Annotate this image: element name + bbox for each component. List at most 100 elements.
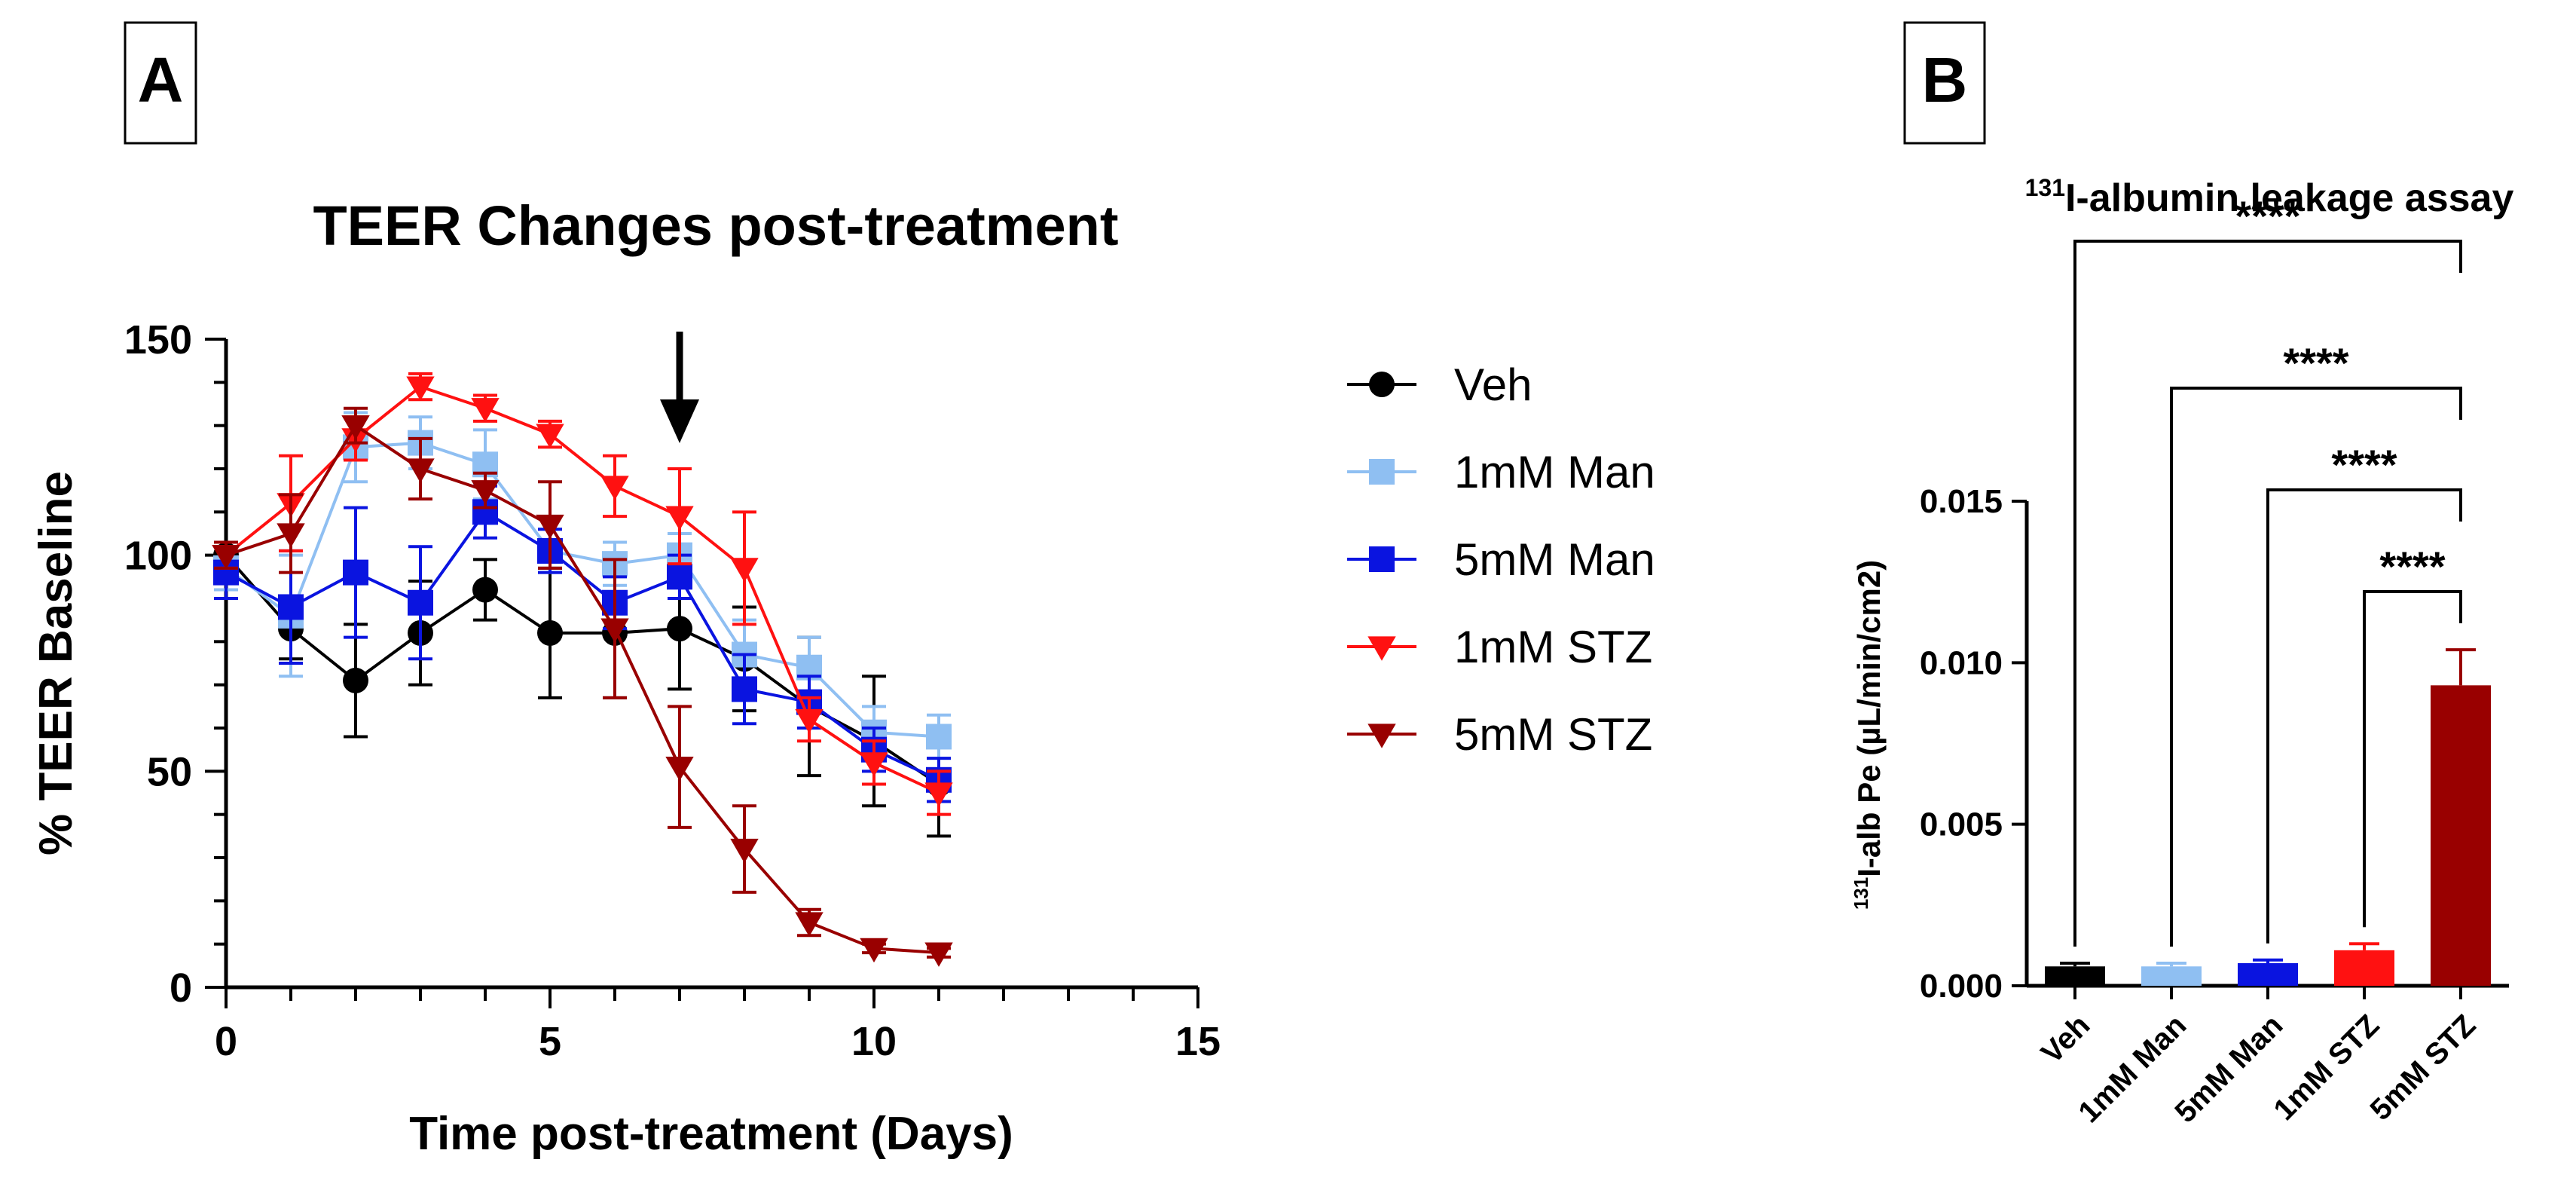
- series-stz1: [212, 372, 953, 816]
- chart-b-ylabel-rest: I-alb Pe (µL/min/cm2): [1851, 560, 1887, 877]
- data-point-stz5: [406, 458, 435, 483]
- legend-label: 5mM Man: [1454, 534, 1655, 585]
- significance-bracket: ****: [2363, 543, 2462, 928]
- legend-marker: [1369, 546, 1395, 572]
- panel-a-box: [124, 21, 197, 145]
- data-point-stz1: [795, 708, 824, 734]
- legend-label: 1mM STZ: [1454, 622, 1652, 672]
- data-point-man5: [408, 589, 433, 616]
- legend-marker: [1369, 372, 1395, 397]
- teer-line-chart: TEER Changes post-treatment % TEER Basel…: [30, 194, 1221, 1160]
- data-point-stz5: [924, 942, 953, 967]
- data-point-veh: [472, 577, 498, 603]
- data-point-stz5: [730, 838, 759, 864]
- chart-a-title: TEER Changes post-treatment: [313, 194, 1118, 257]
- series-line-stz1: [225, 384, 940, 794]
- chart-b-y-tick-label: 0.015: [1920, 483, 2003, 520]
- significance-label: ****: [2283, 339, 2348, 387]
- legend-marker: [1367, 724, 1396, 748]
- data-point-stz1: [665, 506, 694, 531]
- chart-b-significance: **** **** **** ****: [2073, 192, 2462, 947]
- data-point-stz5: [795, 912, 824, 937]
- data-point-man5: [732, 676, 757, 702]
- panel-b-box: [1903, 21, 1986, 145]
- data-point-veh: [537, 620, 563, 646]
- bracket-line: [2170, 387, 2462, 947]
- legend-item-stz1: 1mM STZ: [1347, 622, 1652, 672]
- legend-item-stz5: 5mM STZ: [1347, 709, 1652, 760]
- chart-b-ylabel-sup: 131: [1850, 877, 1872, 910]
- legend-item-veh: Veh: [1347, 359, 1532, 410]
- chart-a-x-tick-label: 10: [851, 1019, 897, 1064]
- significance-bracket: ****: [2073, 192, 2462, 947]
- data-point-stz1: [924, 782, 953, 807]
- legend-marker: [1367, 636, 1396, 661]
- bar-man5: [2238, 962, 2298, 986]
- data-point-man1: [926, 724, 952, 750]
- legend: Veh 1mM Man 5mM Man 1mM STZ 5mM STZ: [1347, 359, 1655, 760]
- data-point-stz1: [730, 558, 759, 583]
- bracket-line: [2363, 590, 2462, 928]
- data-point-stz5: [277, 523, 305, 548]
- chart-b-category-label: 1mM STZ: [2268, 1008, 2386, 1127]
- series-veh: [213, 540, 952, 838]
- significance-bracket: ****: [2266, 441, 2462, 944]
- data-point-stz5: [860, 938, 888, 963]
- data-point-stz5: [341, 415, 370, 440]
- chart-b-title: 131I-albumin leakage assay: [2025, 174, 2514, 220]
- annotation-arrow-head: [660, 399, 699, 443]
- bar-stz5: [2431, 685, 2491, 986]
- data-point-stz1: [860, 752, 888, 777]
- chart-b-title-sup: 131: [2025, 174, 2065, 201]
- chart-a-ylabel: % TEER Baseline: [30, 471, 82, 855]
- series-stz5: [212, 406, 953, 967]
- panel-a-label: A: [138, 44, 184, 115]
- chart-b-y-tick-label: 0.005: [1920, 806, 2003, 843]
- legend-item-man5: 5mM Man: [1347, 534, 1655, 585]
- chart-b-title-rest: I-albumin leakage assay: [2065, 176, 2513, 220]
- series-line-stz5: [225, 423, 940, 955]
- chart-a-x-tick-label: 15: [1175, 1019, 1221, 1064]
- series-line-veh: [225, 554, 940, 786]
- bracket-line: [2073, 240, 2462, 947]
- series-man1: [213, 411, 952, 760]
- legend-marker: [1369, 459, 1395, 485]
- bar-man1: [2141, 966, 2202, 986]
- data-point-man5: [667, 564, 692, 590]
- chart-a-y-tick-label: 0: [170, 965, 192, 1011]
- legend-item-man1: 1mM Man: [1347, 447, 1655, 497]
- chart-a-x-tick-label: 0: [215, 1019, 237, 1064]
- chart-b-ylabel: 131I-alb Pe (µL/min/cm2): [1850, 560, 1887, 910]
- data-point-stz1: [536, 424, 564, 448]
- data-point-stz5: [536, 514, 564, 540]
- chart-a-y-tick-label: 150: [124, 317, 192, 363]
- bar-group-veh: Veh: [2035, 961, 2105, 1070]
- series-line-man5: [225, 509, 940, 782]
- legend-label: 5mM STZ: [1454, 709, 1652, 760]
- data-point-stz1: [406, 376, 435, 401]
- chart-b-axes: 0.000 0.005 0.010 0.015: [1920, 483, 2509, 1005]
- significance-label: ****: [2331, 441, 2397, 488]
- data-point-veh: [343, 667, 368, 693]
- chart-a-y-tick-label: 100: [124, 534, 192, 579]
- bar-group-stz5: 5mM STZ: [2364, 648, 2491, 1127]
- data-point-stz5: [471, 480, 500, 505]
- bar-veh: [2045, 966, 2105, 986]
- chart-a-y-tick-label: 50: [147, 749, 192, 794]
- significance-label: ****: [2379, 543, 2445, 590]
- data-point-stz1: [600, 476, 629, 500]
- chart-b-category-label: 5mM STZ: [2364, 1008, 2483, 1127]
- data-point-stz1: [471, 398, 500, 423]
- legend-label: Veh: [1454, 359, 1532, 410]
- chart-b-category-label: Veh: [2035, 1008, 2096, 1069]
- bracket-line: [2266, 488, 2462, 944]
- data-point-stz5: [600, 618, 629, 643]
- chart-a-series: [212, 372, 953, 967]
- significance-label: ****: [2235, 192, 2300, 240]
- chart-b-y-tick-label: 0.000: [1920, 968, 2003, 1005]
- bar-stz1: [2334, 950, 2394, 986]
- chart-b-y-tick-label: 0.010: [1920, 644, 2003, 681]
